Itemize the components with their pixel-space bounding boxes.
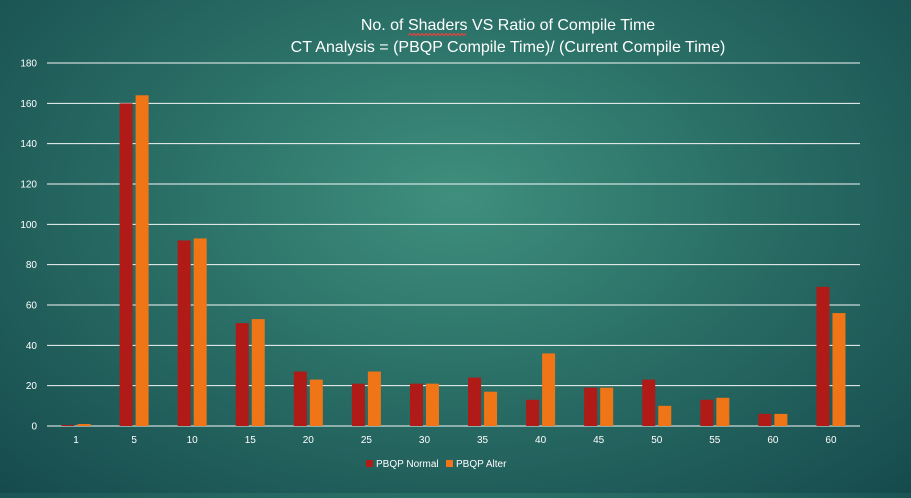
- y-axis-tick-labels: 0 20 40 60 80 100 120 140 160 180: [20, 59, 37, 433]
- bar-pbqp-alter-10: [658, 405, 672, 426]
- x-tick-label: 20: [303, 435, 315, 446]
- x-tick-label: 1: [73, 435, 79, 446]
- legend-swatch-0: [366, 460, 373, 467]
- bar-pbqp-alter-4: [309, 379, 323, 426]
- chart-title-line1: No. of Shaders VS Ratio of Compile Time: [361, 17, 655, 34]
- y-tick-label: 0: [31, 422, 37, 433]
- y-tick-label: 140: [20, 139, 37, 150]
- bar-pbqp-normal-11: [700, 399, 714, 426]
- x-tick-label: 45: [593, 435, 605, 446]
- x-tick-label: 5: [131, 435, 137, 446]
- x-tick-label: 50: [651, 435, 663, 446]
- bar-pbqp-alter-9: [600, 387, 614, 426]
- bar-pbqp-normal-4: [293, 371, 307, 426]
- bar-pbqp-alter-1: [135, 95, 149, 427]
- chart-title: No. of Shaders VS Ratio of Compile Time …: [291, 17, 726, 56]
- y-tick-label: 40: [26, 341, 38, 352]
- bar-pbqp-normal-9: [584, 387, 598, 426]
- bar-pbqp-alter-12: [774, 413, 788, 426]
- x-tick-label: 55: [709, 435, 721, 446]
- spellcheck-squiggle: [407, 32, 467, 37]
- bar-pbqp-alter-11: [716, 397, 730, 426]
- bar-pbqp-normal-8: [526, 399, 540, 426]
- x-tick-label: 25: [361, 435, 373, 446]
- bar-pbqp-alter-2: [193, 238, 207, 426]
- x-tick-label: 60: [825, 435, 837, 446]
- bar-pbqp-normal-1: [119, 103, 133, 426]
- x-tick-label: 30: [419, 435, 431, 446]
- x-tick-label: 35: [477, 435, 489, 446]
- bar-pbqp-normal-7: [468, 377, 482, 426]
- y-tick-label: 120: [20, 180, 37, 191]
- bar-pbqp-normal-13: [816, 286, 830, 426]
- legend-label-1: PBQP Alter: [456, 459, 507, 470]
- bar-pbqp-normal-10: [642, 379, 656, 426]
- y-tick-label: 160: [20, 99, 37, 110]
- bar-pbqp-normal-0: [61, 424, 75, 426]
- bar-pbqp-normal-5: [351, 383, 365, 426]
- x-tick-label: 10: [187, 435, 199, 446]
- gridlines: [47, 62, 860, 427]
- x-tick-label: 15: [245, 435, 257, 446]
- bars: [61, 95, 846, 427]
- bar-pbqp-alter-7: [484, 391, 498, 426]
- bar-pbqp-alter-6: [425, 383, 439, 426]
- legend-label-0: PBQP Normal: [376, 459, 439, 470]
- y-tick-label: 60: [26, 301, 38, 312]
- bar-pbqp-normal-2: [177, 240, 191, 426]
- legend: PBQP Normal PBQP Alter: [366, 459, 507, 470]
- y-tick-label: 180: [20, 59, 37, 70]
- bar-pbqp-alter-8: [542, 353, 556, 426]
- bar-pbqp-alter-5: [367, 371, 381, 426]
- x-axis-tick-labels: 1 5 10 15 20 25 30 35 40 45 50 55 60 60: [73, 435, 837, 446]
- y-tick-label: 80: [26, 260, 38, 271]
- bar-pbqp-normal-6: [409, 383, 423, 426]
- y-tick-label: 20: [26, 381, 38, 392]
- bar-pbqp-normal-3: [235, 323, 249, 426]
- chart-title-line2: CT Analysis = (PBQP Compile Time)/ (Curr…: [291, 39, 726, 56]
- x-tick-label: 60: [767, 435, 779, 446]
- x-tick-label: 40: [535, 435, 547, 446]
- legend-swatch-1: [446, 460, 453, 467]
- y-tick-label: 100: [20, 220, 37, 231]
- bar-pbqp-alter-3: [251, 319, 265, 426]
- bar-pbqp-alter-0: [77, 423, 91, 426]
- bar-pbqp-alter-13: [832, 313, 846, 426]
- bar-pbqp-normal-12: [758, 413, 772, 426]
